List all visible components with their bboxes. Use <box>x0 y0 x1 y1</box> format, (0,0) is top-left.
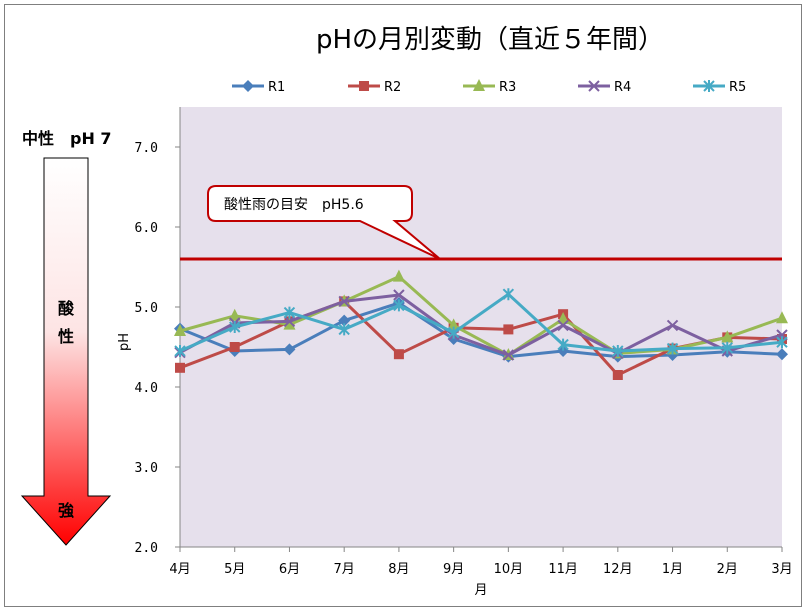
data-point-r5 <box>393 299 405 312</box>
data-point-r2 <box>175 362 185 373</box>
x-tick-label: 10月 <box>494 562 524 577</box>
y-tick-label: 6.0 <box>135 221 158 236</box>
legend-marker <box>242 80 254 92</box>
plot-area <box>180 107 782 547</box>
legend-label: R5 <box>729 80 746 95</box>
acidity-scale: 中性 pH 7 酸 性 強 <box>20 129 112 546</box>
series-line-r4 <box>179 293 783 357</box>
legend-label: R3 <box>499 80 516 95</box>
data-point-r3 <box>776 311 788 324</box>
data-point-r5 <box>502 288 515 301</box>
x-tick-label: 1月 <box>662 562 683 577</box>
data-point-r2 <box>503 324 514 335</box>
legend-item-r4: R4 <box>578 80 631 95</box>
legend-marker <box>703 80 715 92</box>
data-point-r3 <box>283 317 296 330</box>
scale-acid-label-1: 酸 <box>58 299 75 318</box>
callout-box <box>207 185 441 260</box>
legend-item-r5: R5 <box>693 80 746 95</box>
data-point-r5 <box>447 326 460 339</box>
y-tick-label: 5.0 <box>135 301 158 316</box>
scale-strong-label: 強 <box>58 501 74 520</box>
data-point-r3 <box>721 330 734 343</box>
x-tick-label: 12月 <box>603 562 633 577</box>
x-tick-label: 8月 <box>388 562 409 577</box>
acidity-arrow <box>20 157 112 546</box>
x-tick-label: 7月 <box>334 562 355 577</box>
callout-text: 酸性雨の目安 pH5.6 <box>224 197 364 213</box>
data-point-r5 <box>283 306 296 319</box>
data-point-r1 <box>283 343 296 356</box>
data-point-r3 <box>174 324 186 336</box>
x-tick-label: 11月 <box>548 562 578 577</box>
y-axis: 2.0 3.0 4.0 5.0 6.0 7.0 <box>135 107 181 556</box>
data-point-r4 <box>666 319 679 332</box>
data-point-r5 <box>666 342 679 355</box>
scale-acid-label-2: 性 <box>58 327 74 346</box>
series-group <box>174 269 788 380</box>
series-r4 <box>174 289 788 361</box>
x-tick-label: 2月 <box>717 562 738 577</box>
data-point-r5 <box>174 345 186 357</box>
legend-item-r2: R2 <box>348 80 401 95</box>
series-line-r1 <box>179 301 783 359</box>
legend-marker <box>588 80 600 92</box>
data-point-r3 <box>447 318 460 331</box>
y-tick-label: 7.0 <box>135 141 158 156</box>
data-point-r1 <box>776 348 788 361</box>
y-tick-label: 2.0 <box>135 541 158 556</box>
data-point-r5 <box>338 323 350 336</box>
reference-callout: 酸性雨の目安 pH5.6 <box>207 185 441 260</box>
data-point-r3 <box>228 308 241 321</box>
data-point-r2 <box>612 370 623 380</box>
x-tick-label: 3月 <box>771 562 792 577</box>
data-point-r5 <box>721 341 733 354</box>
x-tick-label: 5月 <box>224 562 245 577</box>
x-tick-label: 4月 <box>169 562 190 577</box>
data-point-r2 <box>229 342 240 352</box>
y-axis-label: pH <box>117 333 132 351</box>
x-tick-label: 9月 <box>443 562 464 577</box>
legend: R1 R2 R3 R4 R5 <box>232 79 746 95</box>
x-axis: 4月 5月 6月 7月 8月 9月 10月 11月 12月 1月 2月 3月 <box>169 546 793 577</box>
data-point-r2 <box>393 349 404 360</box>
y-tick-label: 3.0 <box>135 461 158 476</box>
legend-marker <box>359 81 369 91</box>
data-point-r5 <box>229 321 241 333</box>
legend-label: R1 <box>268 80 285 95</box>
scale-top-label: 中性 pH 7 <box>22 129 112 148</box>
y-tick-label: 4.0 <box>135 381 158 396</box>
x-tick-label: 6月 <box>279 562 300 577</box>
legend-label: R4 <box>614 80 631 95</box>
data-point-r4 <box>557 319 569 332</box>
data-point-r5 <box>612 345 624 357</box>
data-point-r3 <box>392 269 405 282</box>
data-point-r5 <box>776 336 788 349</box>
series-r5 <box>174 288 788 357</box>
data-point-r4 <box>393 289 405 301</box>
series-line-r5 <box>179 292 783 353</box>
legend-item-r3: R3 <box>463 79 516 95</box>
data-point-r4 <box>338 295 350 308</box>
data-point-r1 <box>338 314 351 327</box>
legend-marker <box>473 79 485 91</box>
chart-title: pHの月別変動（直近５年間） <box>316 25 664 55</box>
data-point-r5 <box>557 338 569 351</box>
legend-item-r1: R1 <box>232 80 285 95</box>
legend-label: R2 <box>384 80 401 95</box>
data-point-r4 <box>502 349 515 361</box>
x-axis-label: 月 <box>474 583 487 598</box>
data-point-r4 <box>283 315 296 328</box>
